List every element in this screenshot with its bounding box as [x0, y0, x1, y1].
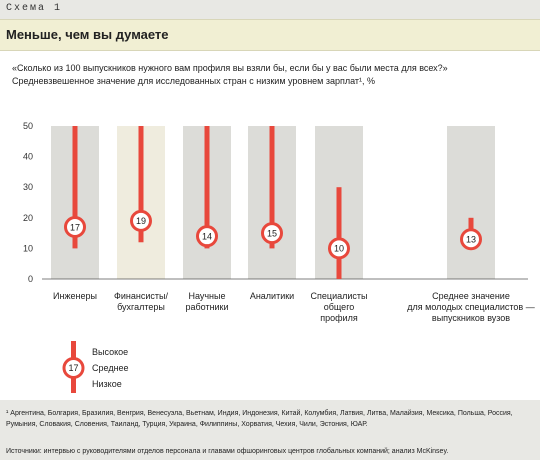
category-label: Инженеры: [53, 291, 97, 301]
legend-mid-label: Среднее: [92, 363, 129, 373]
range-chart: 0 10 20 30 40 50 17 19 14 15 10 13: [23, 121, 528, 284]
range-bar: [138, 126, 144, 243]
median-value-label: 10: [334, 244, 344, 254]
scheme-bar: Схема 1: [0, 0, 540, 19]
median-value-label: 17: [70, 222, 80, 232]
y-tick-label: 50: [23, 121, 33, 131]
median-marker: [130, 209, 152, 232]
legend-high-label: Высокое: [92, 347, 129, 357]
page-title: Меньше, чем вы думаете: [6, 27, 169, 42]
median-marker: [261, 222, 283, 245]
range-bar: [336, 187, 342, 279]
median-value-label: 15: [267, 228, 277, 238]
median-value-label: 19: [136, 216, 146, 226]
legend-sample-value: 17: [68, 363, 78, 373]
footnote-text: ¹ Аргентина, Болгария, Бразилия, Венгрия…: [6, 410, 513, 428]
category-label: Финансисты/бухгалтеры: [114, 291, 168, 312]
range-bar: [269, 126, 275, 249]
scheme-label: Схема 1: [6, 3, 63, 14]
category-label: Среднее значение для молодых специалистов…: [407, 291, 535, 323]
median-value-label: 13: [466, 235, 476, 245]
category-label: Аналитики: [249, 291, 295, 301]
median-marker: [460, 228, 482, 251]
range-bar: [204, 126, 210, 249]
question-subtitle: Средневзвешенное значение для исследован…: [12, 76, 376, 86]
title-bar: Меньше, чем вы думаете: [0, 19, 540, 51]
legend-marker: 17: [62, 341, 85, 393]
footnote-panel: ¹ Аргентина, Болгария, Бразилия, Венгрия…: [0, 400, 540, 460]
category-label: Специалисты общего профиля: [310, 291, 368, 323]
y-tick-label: 20: [23, 213, 33, 223]
category-label: Научные работники: [185, 291, 229, 312]
y-tick-label: 10: [23, 243, 33, 253]
median-value-label: 14: [202, 231, 212, 241]
y-tick-label: 40: [23, 152, 33, 162]
source-text: Источники: интервью с руководителями отд…: [6, 448, 449, 455]
column-bg: [447, 126, 495, 279]
legend-low-label: Низкое: [92, 379, 122, 389]
question-block: «Сколько из 100 выпускников нужного вам …: [12, 62, 448, 88]
question-text: «Сколько из 100 выпускников нужного вам …: [12, 63, 448, 73]
y-tick-label: 30: [23, 182, 33, 192]
median-marker: [64, 215, 86, 238]
median-marker: [328, 237, 350, 260]
range-bar: [72, 126, 78, 249]
median-marker: [196, 225, 218, 248]
y-tick-label: 0: [28, 274, 33, 284]
